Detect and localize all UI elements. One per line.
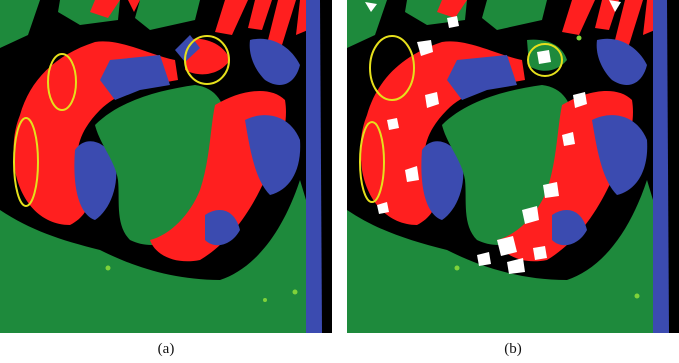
segmentation-map-b	[347, 0, 679, 333]
caption-a: (a)	[157, 341, 175, 357]
segmentation-image-a	[0, 0, 332, 333]
segmentation-map-a	[0, 0, 332, 333]
segmentation-image-b	[347, 0, 679, 333]
caption-b: (b)	[504, 341, 522, 357]
